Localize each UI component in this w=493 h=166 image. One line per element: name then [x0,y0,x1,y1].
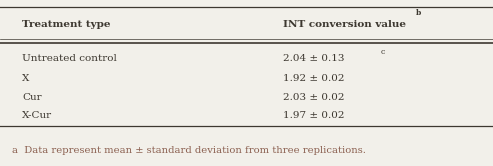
Text: a  Data represent mean ± standard deviation from three replications.: a Data represent mean ± standard deviati… [12,146,366,155]
Text: X: X [22,74,30,83]
Text: Treatment type: Treatment type [22,20,111,29]
Text: 2.04 ± 0.13: 2.04 ± 0.13 [283,54,345,63]
Text: Cur: Cur [22,93,42,102]
Text: c: c [381,48,385,56]
Text: Untreated control: Untreated control [22,54,117,63]
Text: INT conversion value: INT conversion value [283,20,406,29]
Text: X-Cur: X-Cur [22,111,52,120]
Text: 1.97 ± 0.02: 1.97 ± 0.02 [283,111,345,120]
Text: 1.92 ± 0.02: 1.92 ± 0.02 [283,74,345,83]
Text: 2.03 ± 0.02: 2.03 ± 0.02 [283,93,345,102]
Text: b: b [416,9,421,17]
